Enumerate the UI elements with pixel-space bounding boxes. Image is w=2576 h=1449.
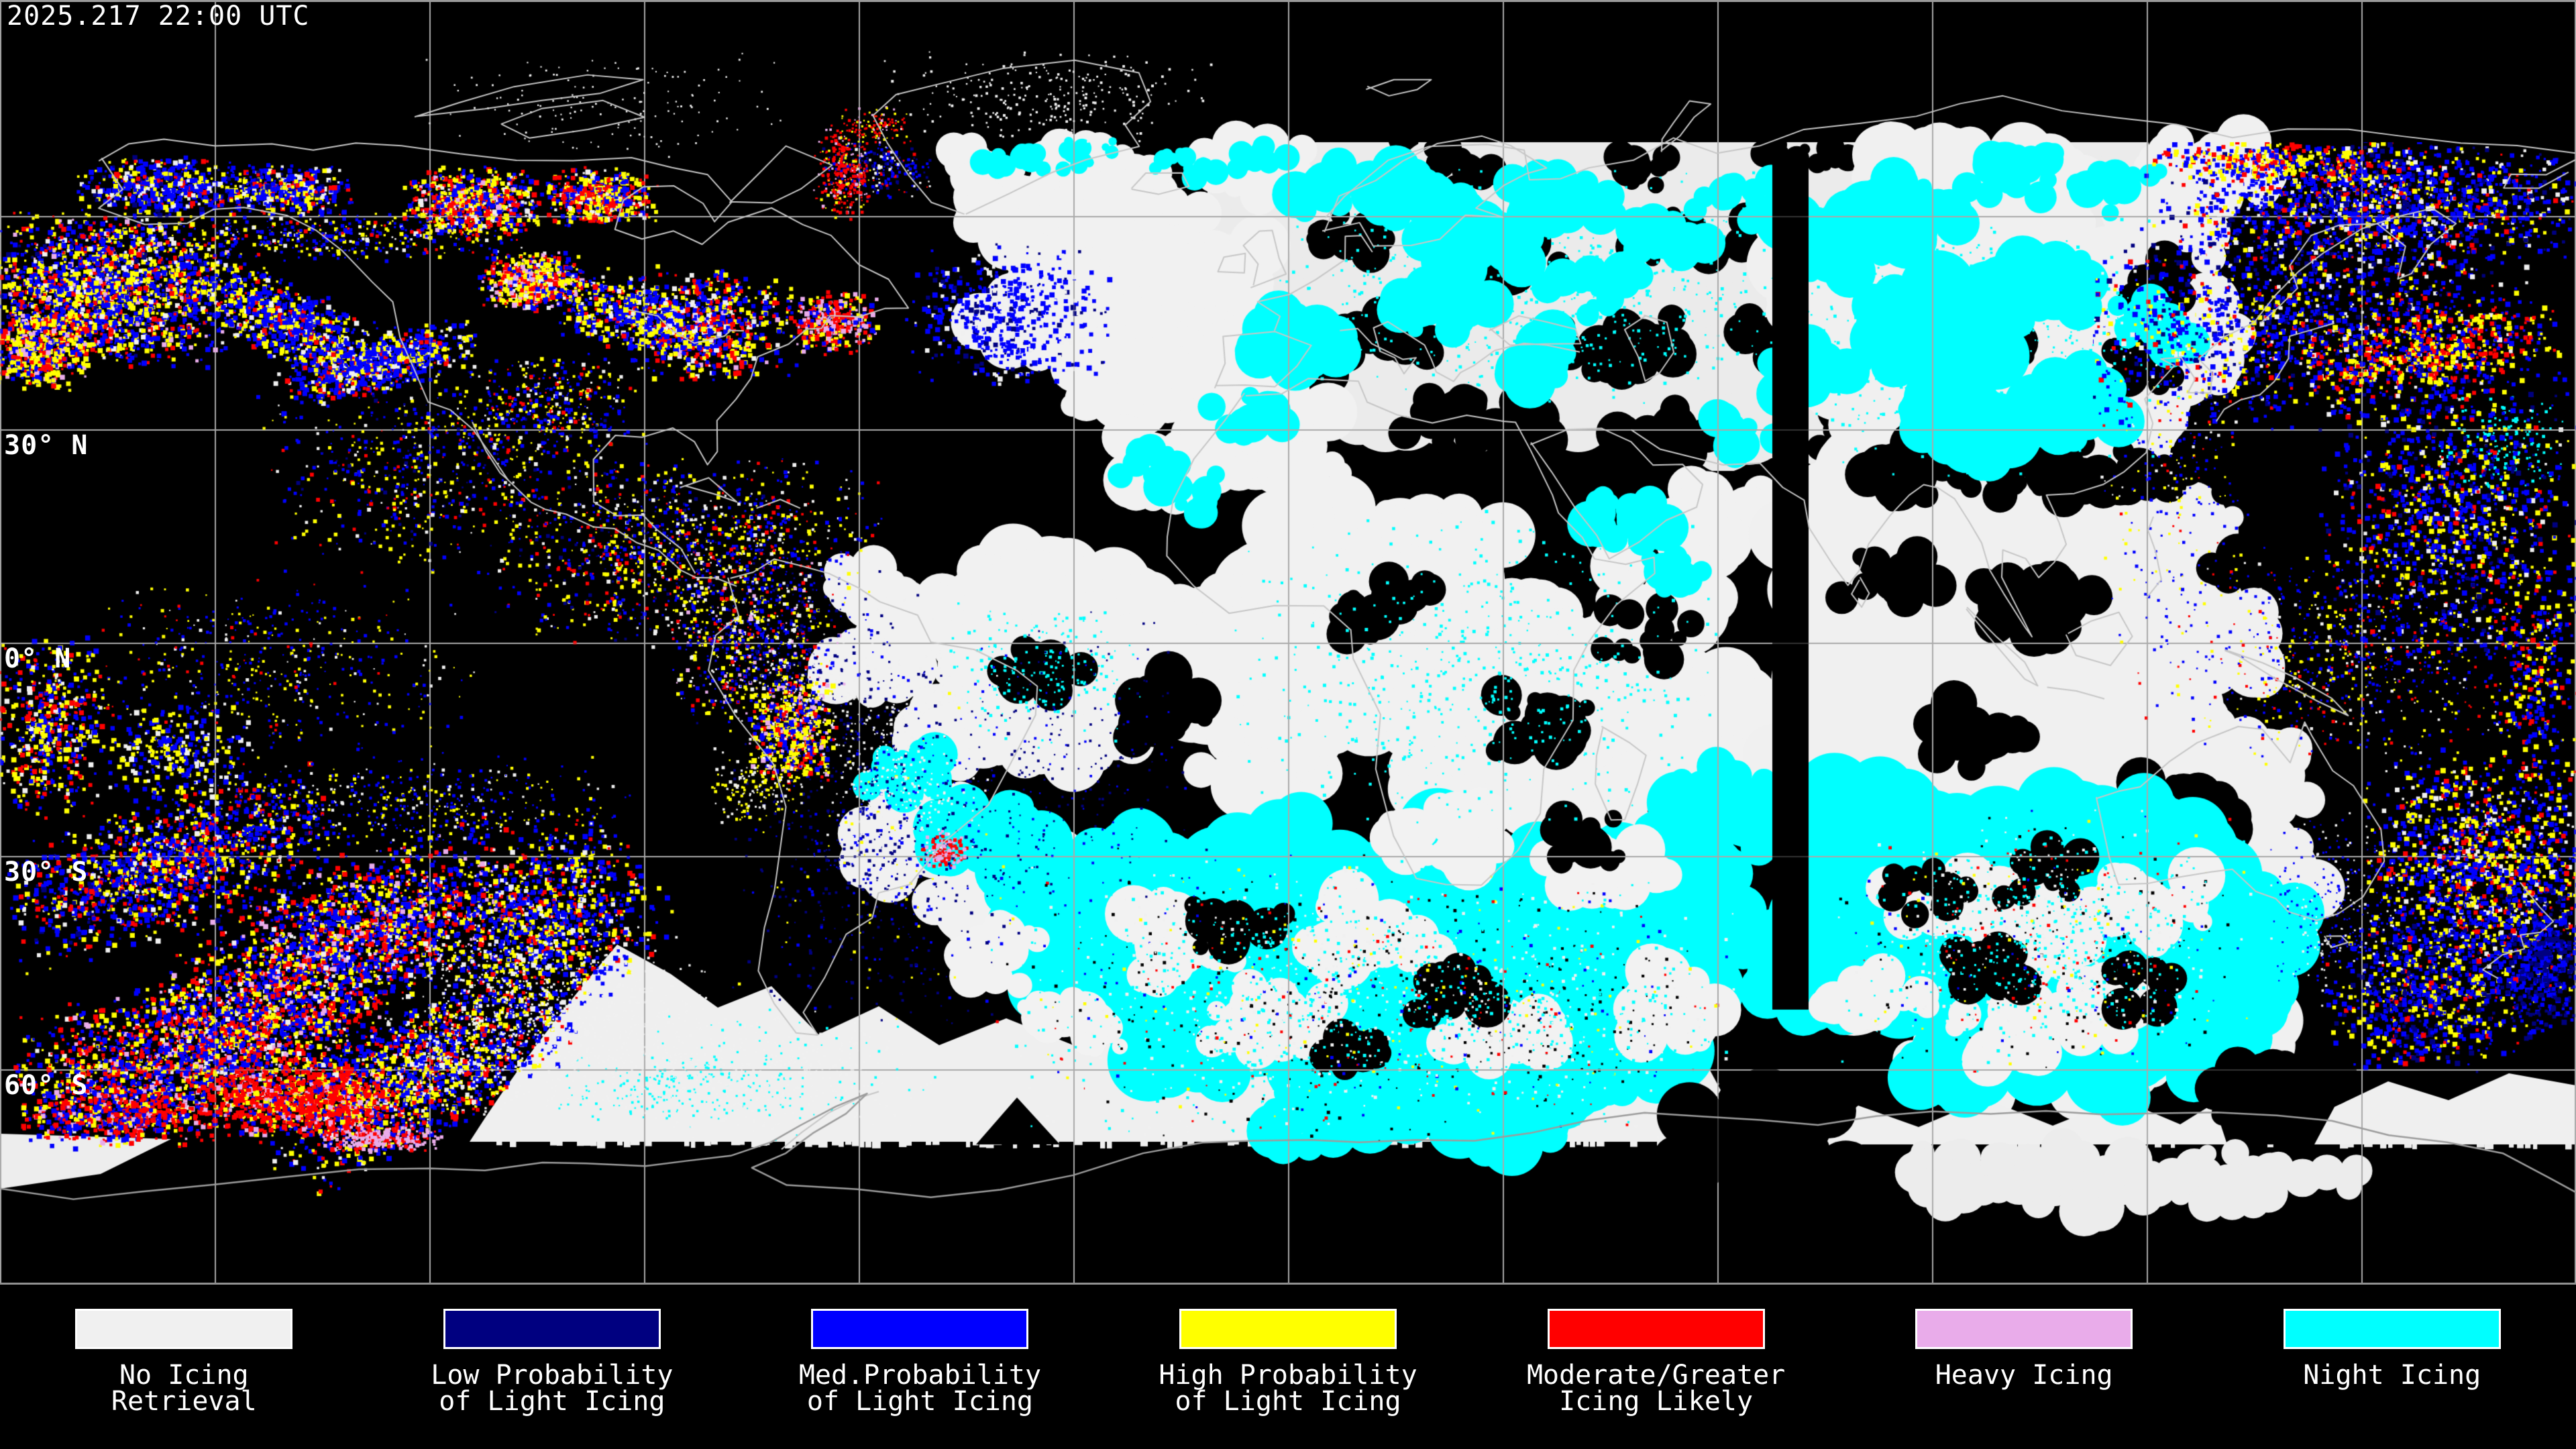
legend-item-high-prob: High Probability of Light Icing bbox=[1104, 1285, 1472, 1449]
legend-label-med-prob: Med.Probability of Light Icing bbox=[798, 1360, 1042, 1417]
legend-item-low-prob: Low Probability of Light Icing bbox=[368, 1285, 737, 1449]
legend-item-no-icing: No Icing Retrieval bbox=[0, 1285, 368, 1449]
legend-label-no-icing: No Icing Retrieval bbox=[111, 1360, 257, 1417]
legend-bar: No Icing Retrieval Low Probability of Li… bbox=[0, 1283, 2576, 1449]
legend-item-night: Night Icing bbox=[2208, 1285, 2576, 1449]
legend-item-heavy: Heavy Icing bbox=[1840, 1285, 2208, 1449]
latitude-label-30s: 30° S bbox=[4, 857, 89, 888]
latitude-label-0n: 0° N bbox=[4, 643, 72, 674]
world-icing-map bbox=[0, 0, 2576, 1283]
legend-item-med-prob: Med.Probability of Light Icing bbox=[736, 1285, 1104, 1449]
map-top-border bbox=[0, 0, 2576, 2]
legend-swatch-night bbox=[2283, 1309, 2501, 1349]
legend-item-moderate: Moderate/Greater Icing Likely bbox=[1472, 1285, 1840, 1449]
legend-label-night: Night Icing bbox=[2303, 1360, 2481, 1391]
legend-label-low-prob: Low Probability of Light Icing bbox=[431, 1360, 674, 1417]
legend-label-moderate: Moderate/Greater Icing Likely bbox=[1526, 1360, 1786, 1417]
legend-swatch-high-prob bbox=[1179, 1309, 1397, 1349]
legend-swatch-med-prob bbox=[811, 1309, 1029, 1349]
legend-swatch-heavy bbox=[1915, 1309, 2133, 1349]
latitude-label-60s: 60° S bbox=[4, 1070, 89, 1101]
latitude-label-30n: 30° N bbox=[4, 430, 89, 461]
legend-label-heavy: Heavy Icing bbox=[1935, 1360, 2113, 1391]
timestamp-label: 2025.217 22:00 UTC bbox=[7, 1, 310, 32]
legend-swatch-no-icing bbox=[75, 1309, 293, 1349]
legend-label-high-prob: High Probability of Light Icing bbox=[1159, 1360, 1417, 1417]
legend-swatch-low-prob bbox=[443, 1309, 661, 1349]
legend-swatch-moderate bbox=[1547, 1309, 1765, 1349]
